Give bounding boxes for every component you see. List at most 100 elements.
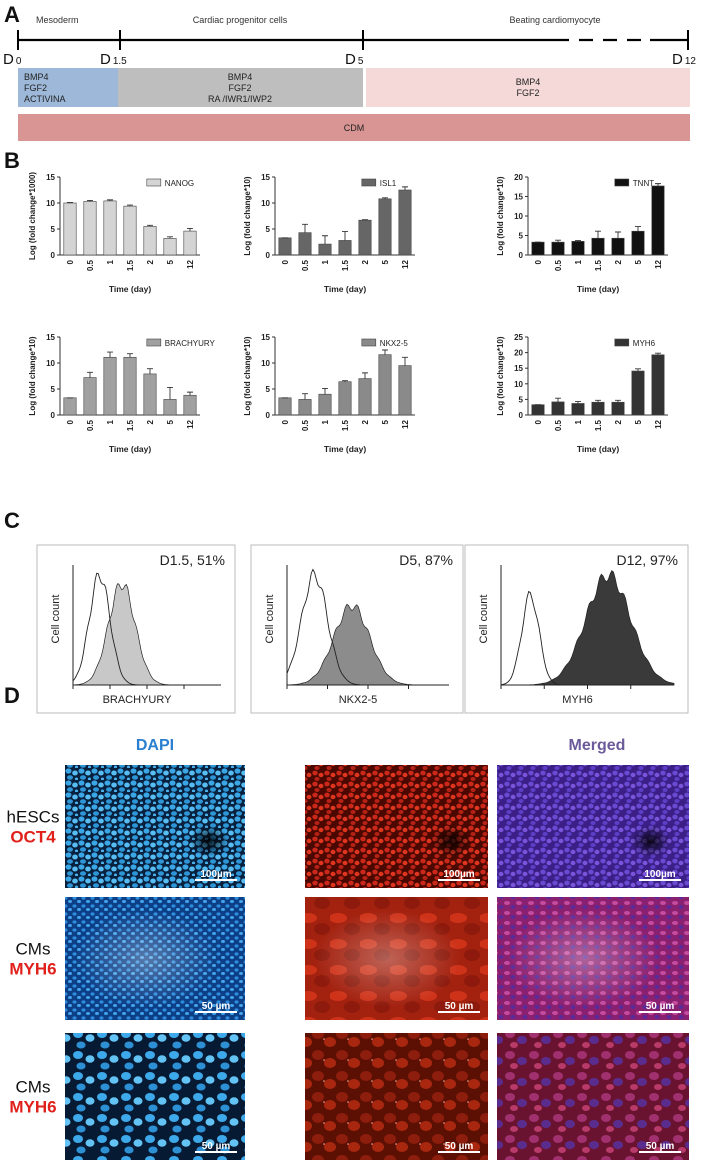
x-tick-label: 0: [534, 419, 543, 424]
histogram-panel: D5, 87% NKX2-5 Cell count: [250, 544, 464, 714]
y-axis-label: Log (fold change*10): [496, 336, 505, 415]
bar: [551, 241, 565, 256]
x-tick-label: 5: [166, 259, 175, 264]
x-tick-label: 1.5: [341, 259, 350, 271]
bar: [611, 237, 625, 256]
x-tick-label: 12: [654, 259, 663, 268]
bar: [651, 354, 665, 416]
bar: [398, 365, 412, 416]
error-bar: [87, 371, 93, 378]
y-tick-label: 0: [266, 251, 271, 260]
x-tick-label: 1: [574, 259, 583, 264]
day-number: 5: [358, 56, 364, 67]
y-tick-label: 15: [46, 333, 55, 342]
day-label: D 1.5: [100, 51, 127, 68]
x-tick-label: 1.5: [594, 259, 603, 271]
medium-box: [18, 68, 118, 107]
error-bar: [402, 356, 408, 366]
micrograph-glow: [314, 909, 461, 1008]
scale-bar-label: 50 µm: [445, 1001, 474, 1012]
y-tick-label: 5: [519, 395, 524, 404]
y-tick-label: 0: [266, 411, 271, 420]
panel-label: C: [4, 508, 20, 533]
error-bar: [147, 368, 153, 374]
bar: [398, 189, 412, 256]
phase-label: Cardiac progenitor cells: [193, 15, 288, 25]
x-axis-label: NKX2-5: [339, 694, 378, 706]
bar: [83, 377, 97, 416]
bar: [298, 232, 312, 256]
bar: [611, 401, 625, 416]
error-bar: [615, 231, 621, 239]
bar: [318, 243, 332, 256]
x-tick-label: 1.5: [341, 419, 350, 431]
micrograph: [305, 1033, 488, 1160]
legend-swatch: [146, 178, 162, 187]
column-header: Merged: [569, 737, 626, 754]
bar: [163, 399, 177, 416]
legend-label: ISL1: [380, 179, 397, 188]
x-tick-label: 0.5: [301, 259, 310, 271]
x-tick-label: 0: [66, 419, 75, 424]
error-bar: [87, 199, 93, 202]
annotation: D5, 87%: [399, 552, 453, 568]
micrograph-glow: [506, 909, 661, 1008]
x-tick-label: 1: [321, 259, 330, 264]
bar: [631, 230, 645, 256]
y-tick-label: 20: [514, 173, 523, 182]
x-tick-label: 0: [66, 259, 75, 264]
bar: [183, 394, 197, 416]
scale-bar-label: 50 µm: [202, 1141, 231, 1152]
phase-label: Beating cardiomyocyte: [509, 15, 600, 25]
micrograph-void: [630, 825, 671, 858]
error-bar: [635, 368, 641, 372]
y-tick-label: 5: [266, 385, 271, 394]
scale-bar-label: 50 µm: [646, 1001, 675, 1012]
x-tick-label: 2: [146, 259, 155, 264]
x-axis-label: Time (day): [109, 444, 152, 454]
x-tick-label: 1: [106, 259, 115, 264]
y-axis-label: Log (fold change*10): [243, 176, 252, 255]
y-tick-label: 15: [514, 364, 523, 373]
legend-swatch: [361, 338, 377, 347]
y-tick-label: 15: [261, 173, 270, 182]
medium-text: BMP4 FGF2 RA /IWR1/IWP2: [208, 72, 272, 104]
legend-label: TNNT: [633, 179, 654, 188]
y-tick-label: 5: [266, 225, 271, 234]
x-tick-label: 12: [401, 419, 410, 428]
x-axis-label: MYH6: [562, 694, 593, 706]
x-tick-label: 12: [654, 419, 663, 428]
column-header: DAPI: [136, 737, 174, 754]
scale-bar-label: 50 µm: [202, 1001, 231, 1012]
x-tick-label: 2: [361, 259, 370, 264]
error-bar: [302, 393, 308, 400]
row-marker: MYH6: [9, 960, 56, 979]
y-tick-label: 10: [46, 199, 55, 208]
day-prefix: D: [672, 51, 683, 68]
x-tick-label: 2: [614, 259, 623, 264]
y-tick-label: 10: [46, 359, 55, 368]
micrograph-void: [189, 825, 229, 858]
x-axis-label: BRACHYURY: [103, 694, 173, 706]
scale-bar-label: 50 µm: [445, 1141, 474, 1152]
error-bar: [147, 224, 153, 227]
legend-swatch: [146, 338, 162, 347]
y-tick-label: 10: [261, 199, 270, 208]
day-prefix: D: [345, 51, 356, 68]
error-bar: [167, 386, 173, 400]
micrograph: [65, 1033, 245, 1160]
y-tick-label: 0: [519, 411, 524, 420]
error-bar: [575, 401, 581, 404]
x-tick-label: 0.5: [554, 259, 563, 271]
annotation: D1.5, 51%: [160, 552, 225, 568]
error-bar: [555, 397, 561, 402]
micrograph: [497, 1033, 689, 1160]
x-tick-label: 1.5: [594, 419, 603, 431]
error-bar: [107, 199, 113, 201]
base-medium-box: [18, 114, 690, 141]
x-axis-label: Time (day): [577, 444, 620, 454]
